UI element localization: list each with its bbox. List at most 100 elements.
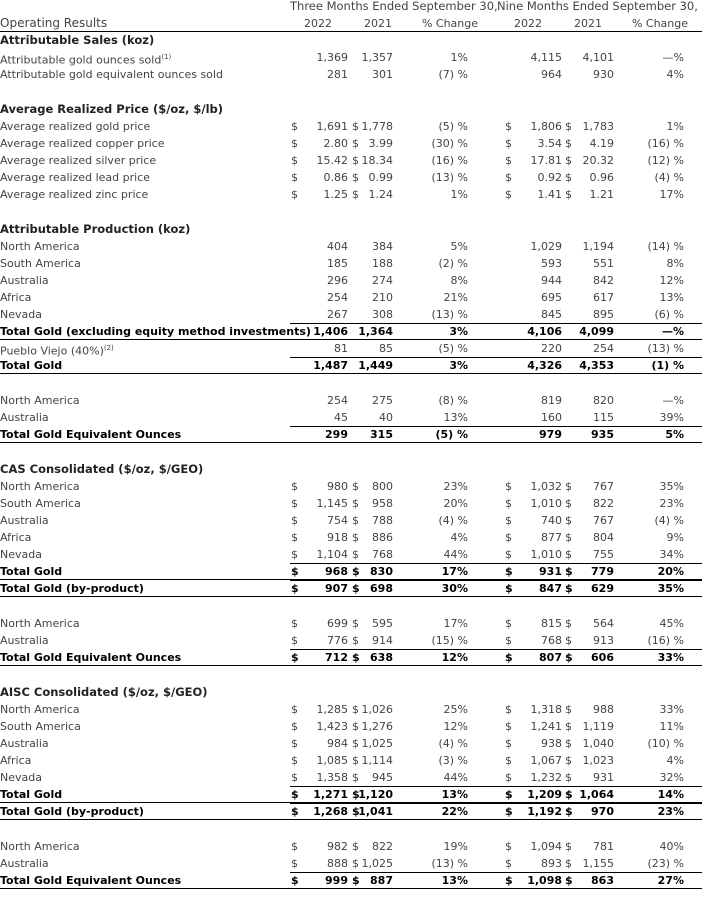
label-text: Africa: [0, 291, 32, 304]
cell-value: 5%: [665, 428, 684, 441]
cell-value: 1.21: [589, 188, 615, 201]
row-label: Nevada: [0, 306, 42, 323]
cell-value: 1,358: [316, 771, 349, 784]
row-label: Africa: [0, 752, 31, 769]
cell-value: 296: [327, 274, 348, 287]
cell-value: (23) %: [647, 857, 684, 870]
rule: [0, 579, 702, 580]
label-text: Attributable gold ounces sold: [0, 53, 162, 67]
label-text: Total Gold: [0, 359, 63, 372]
cell-value: 842: [593, 274, 614, 287]
cell-value: 1,114: [361, 754, 394, 767]
cell-value: 1,010: [530, 497, 563, 510]
cell-value: 299: [325, 428, 348, 441]
row-label: South America: [0, 495, 81, 512]
currency-symbol: $: [291, 720, 298, 733]
cell-value: 4%: [450, 531, 468, 544]
label-text: Total Gold Equivalent Ounces: [0, 651, 182, 664]
cell-value: 754: [327, 514, 348, 527]
currency-symbol: $: [352, 651, 360, 664]
cell-value: 913: [593, 634, 614, 647]
row-label: Australia: [0, 632, 49, 649]
cell-value: 1,192: [527, 805, 562, 818]
cell-value: 887: [370, 874, 393, 887]
currency-symbol: $: [505, 634, 512, 647]
cell-value: 30%: [441, 582, 468, 595]
footnote-marker: (1): [161, 53, 172, 61]
label-text: Australia: [0, 514, 49, 527]
currency-symbol: $: [505, 565, 513, 578]
rule: [290, 649, 702, 650]
cell-value: 935: [591, 428, 614, 441]
cell-value: (13) %: [647, 342, 684, 355]
label-text: South America: [0, 720, 81, 733]
cell-value: 13%: [659, 291, 684, 304]
label-text: Nevada: [0, 771, 42, 784]
row-label: Average realized lead price: [0, 169, 150, 186]
currency-symbol: $: [565, 137, 572, 150]
currency-symbol: $: [565, 805, 573, 818]
currency-symbol: $: [291, 548, 298, 561]
currency-symbol: $: [565, 788, 573, 801]
cell-value: 847: [539, 582, 562, 595]
table-title: Operating Results: [0, 16, 108, 30]
cell-value: 1,209: [527, 788, 562, 801]
cell-value: 254: [327, 394, 348, 407]
cell-value: 4,326: [527, 359, 562, 372]
cell-value: 1,120: [358, 788, 393, 801]
cell-value: 0.92: [537, 171, 563, 184]
currency-symbol: $: [352, 565, 360, 578]
rule: [290, 563, 702, 564]
label-text: Average realized gold price: [0, 120, 151, 133]
currency-symbol: $: [352, 120, 359, 133]
currency-symbol: $: [505, 480, 512, 493]
cell-value: 40: [379, 411, 393, 424]
cell-value: 8%: [666, 257, 684, 270]
cell-value: 944: [541, 274, 562, 287]
label-text: Nevada: [0, 548, 42, 561]
cell-value: 1,085: [316, 754, 349, 767]
label-text: Pueblo Viejo (40%): [0, 344, 104, 358]
currency-symbol: $: [565, 514, 572, 527]
rule: [0, 596, 702, 597]
column-header: 2021: [364, 17, 392, 30]
currency-symbol: $: [291, 617, 298, 630]
cell-value: 1,357: [361, 51, 394, 64]
currency-symbol: $: [505, 497, 512, 510]
cell-value: 20%: [443, 497, 468, 510]
cell-value: 768: [372, 548, 393, 561]
row-label: North America: [0, 238, 80, 255]
cell-value: 274: [372, 274, 393, 287]
cell-value: 1,010: [530, 548, 563, 561]
row-label: Total Gold Equivalent Ounces: [0, 649, 181, 666]
currency-symbol: $: [291, 874, 299, 887]
label-text: Average realized lead price: [0, 171, 151, 184]
cell-value: —%: [661, 325, 684, 338]
cell-value: 281: [327, 68, 348, 81]
cell-value: 3%: [449, 359, 468, 372]
currency-symbol: $: [565, 497, 572, 510]
cell-value: 34%: [659, 548, 684, 561]
row-label: Attributable gold ounces sold(1): [0, 49, 172, 67]
label-text: Australia: [0, 737, 49, 750]
row-label: Total Gold: [0, 563, 62, 580]
cell-value: —%: [662, 394, 684, 407]
currency-symbol: $: [352, 703, 359, 716]
cell-value: 185: [327, 257, 348, 270]
cell-value: 1,032: [530, 480, 563, 493]
cell-value: 945: [372, 771, 393, 784]
cell-value: 44%: [443, 548, 468, 561]
currency-symbol: $: [565, 565, 573, 578]
cell-value: 254: [327, 291, 348, 304]
cell-value: 8%: [450, 274, 468, 287]
cell-value: 35%: [659, 480, 684, 493]
cell-value: 22%: [441, 805, 468, 818]
cell-value: (4) %: [438, 737, 468, 750]
rule: [0, 373, 702, 374]
currency-symbol: $: [352, 514, 359, 527]
cell-value: (13) %: [431, 308, 468, 321]
cell-value: 1,806: [530, 120, 563, 133]
cell-value: 45%: [659, 617, 684, 630]
currency-symbol: $: [505, 154, 512, 167]
